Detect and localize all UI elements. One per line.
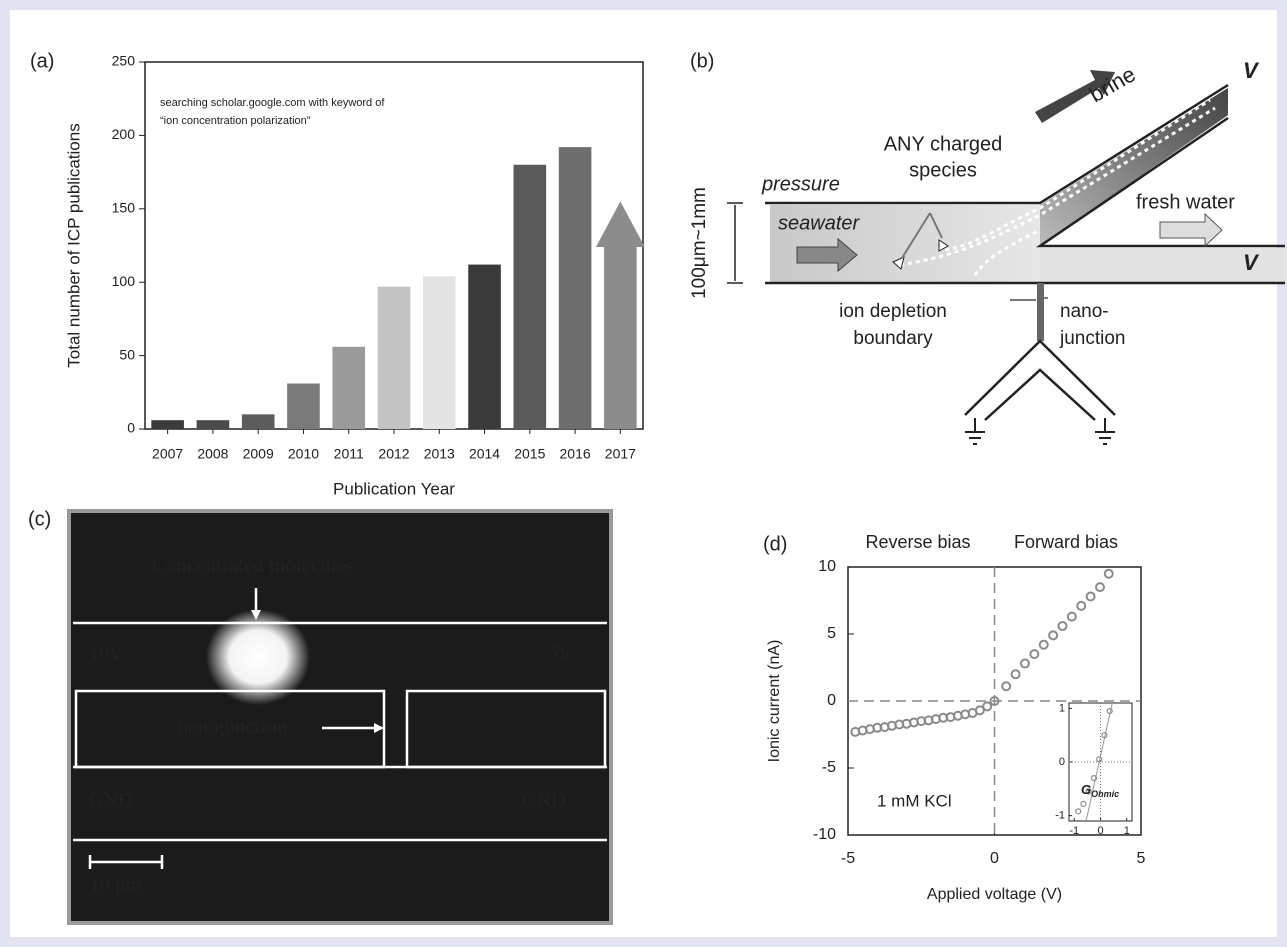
y-axis-label: Total number of ICP publications [64, 123, 83, 367]
x-tick-label: 2008 [197, 446, 228, 462]
x-tick-label: 2014 [469, 446, 500, 462]
voltage-label: 5V [548, 643, 573, 665]
bias-header: Forward bias [1014, 532, 1118, 552]
x-tick-label: 2015 [514, 446, 545, 462]
x-tick-label: 5 [1137, 850, 1146, 867]
x-axis-label: Publication Year [333, 479, 455, 498]
panel-label: (a) [30, 50, 54, 72]
y-tick-label: 100 [112, 273, 136, 289]
height-label: 100μm~1mm [689, 187, 710, 299]
x-tick-label: 2016 [560, 446, 591, 462]
outlet-label: V [1243, 250, 1260, 275]
concentrated-label: Concentrated molecules [152, 553, 354, 577]
y-tick-label: 5 [827, 625, 836, 642]
species-label: ANY charged [884, 133, 1003, 155]
x-tick-label: -5 [841, 850, 855, 867]
y-tick-label: 0 [127, 420, 135, 436]
x-tick-label: 2007 [152, 446, 183, 462]
species-label: species [909, 159, 977, 181]
y-tick-label: 50 [119, 346, 135, 362]
y-axis-label: Ionic current (nA) [766, 640, 783, 763]
bias-header: Reverse bias [865, 532, 970, 552]
bar [468, 265, 501, 429]
y-tick-label: -10 [813, 826, 836, 843]
annotation-main: G [1081, 782, 1091, 797]
annotation: searching scholar.google.com with keywor… [160, 97, 385, 109]
x-axis-label: Applied voltage (V) [927, 886, 1062, 903]
x-tick-label: 1 [1124, 825, 1130, 837]
pressure-label: pressure [761, 173, 840, 195]
bar [332, 347, 365, 429]
x-tick-label: -1 [1069, 825, 1079, 837]
seawater-label: seawater [778, 212, 860, 234]
x-tick-label: 0 [990, 850, 999, 867]
junction-label: nano- [1060, 301, 1109, 322]
annotation: 1 mM KCl [877, 791, 952, 810]
bar [287, 383, 320, 429]
y-tick-label: 200 [112, 126, 136, 142]
scale-bar-label: 10 μm [90, 875, 142, 897]
x-tick-label: 2017 [605, 446, 636, 462]
nanojunction-rod [1037, 283, 1044, 341]
y-tick-label: 250 [112, 53, 136, 69]
ground-label: GND [89, 790, 132, 812]
bar [197, 420, 230, 429]
boundary-label: ion depletion [839, 301, 947, 322]
y-tick-label: 0 [1059, 756, 1065, 768]
panel-label: (d) [763, 533, 787, 555]
figure: (b) brine V V ANY charged species pressu… [0, 0, 1287, 947]
bar [242, 414, 275, 429]
micrograph-c: (c) Concentrated molecules 10V 5V nanoju… [28, 508, 611, 923]
x-tick-label: 2010 [288, 446, 319, 462]
y-tick-label: -1 [1055, 810, 1065, 822]
bar [559, 147, 592, 429]
ground-label: GND [522, 790, 565, 812]
nanojunction-label: nanojunction [178, 714, 288, 738]
annotation: “ion concentration polarization” [160, 115, 311, 127]
x-tick-label: 2012 [378, 446, 409, 462]
voltage-label: 10V [89, 643, 124, 665]
annotation-sub: Ohmic [1091, 789, 1119, 799]
x-tick-label: 2013 [424, 446, 455, 462]
y-tick-label: 150 [112, 200, 136, 216]
y-tick-label: -5 [822, 759, 836, 776]
y-tick-label: 0 [827, 692, 836, 709]
panel-label: (c) [28, 508, 51, 530]
x-tick-label: 2011 [334, 446, 364, 462]
fresh-water-label: fresh water [1136, 191, 1235, 213]
y-tick-label: 1 [1059, 702, 1065, 714]
outlet-label: V [1243, 58, 1260, 83]
bar [514, 165, 547, 429]
y-tick-label: 10 [818, 558, 836, 575]
bar [378, 287, 411, 429]
bar [423, 276, 456, 429]
bar [151, 420, 184, 429]
junction-label: junction [1059, 328, 1126, 349]
x-tick-label: 0 [1097, 825, 1103, 837]
panel-label: (b) [690, 50, 714, 72]
x-tick-label: 2009 [243, 446, 274, 462]
boundary-label: boundary [853, 328, 933, 349]
